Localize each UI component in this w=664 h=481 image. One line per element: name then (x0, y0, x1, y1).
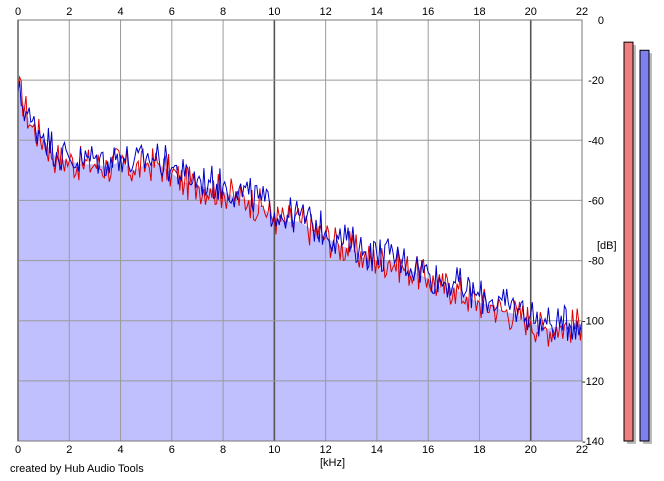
y-axis-label: [dB] (597, 240, 617, 252)
spectrum-fill (18, 86, 582, 441)
x-tick-label-bottom: 2 (66, 444, 72, 456)
x-tick-label-bottom: 18 (473, 444, 485, 456)
x-tick-label-bottom: 22 (576, 444, 588, 456)
level-meters (623, 41, 652, 444)
x-tick-label-bottom: 14 (371, 444, 383, 456)
y-tick-label: -120 (582, 376, 604, 388)
x-tick-label-top: 20 (525, 6, 537, 18)
y-tick-label: -60 (588, 195, 604, 207)
x-tick-label-bottom: 4 (117, 444, 123, 456)
plot-border (17, 19, 583, 442)
y-tick-label: -100 (582, 316, 604, 328)
x-tick-label-bottom: 12 (320, 444, 332, 456)
y-tick-label: -20 (588, 75, 604, 87)
y-tick-label: -40 (588, 135, 604, 147)
x-tick-label-top: 18 (473, 6, 485, 18)
x-tick-label-bottom: 16 (422, 444, 434, 456)
x-tick-label-top: 22 (576, 6, 588, 18)
series-line (17, 80, 583, 341)
y-tick-label: -80 (588, 256, 604, 268)
x-tick-label-bottom: 8 (220, 444, 226, 456)
x-tick-label-top: 0 (15, 6, 21, 18)
level-meter-bar (623, 41, 634, 442)
y-tick-label: 0 (598, 15, 604, 27)
x-axis-label: [kHz] (320, 457, 346, 469)
x-tick-label-bottom: 10 (268, 444, 280, 456)
x-tick-label-top: 2 (66, 6, 72, 18)
x-tick-label-top: 8 (220, 6, 226, 18)
x-tick-label-top: 14 (371, 6, 383, 18)
x-tick-label-bottom: 6 (169, 444, 175, 456)
x-tick-label-bottom: 20 (525, 444, 537, 456)
x-tick-label-top: 4 (117, 6, 123, 18)
level-meter-bar (639, 49, 650, 442)
x-tick-label-top: 6 (169, 6, 175, 18)
plot-area (17, 19, 583, 442)
x-tick-label-top: 16 (422, 6, 434, 18)
credit-text: created by Hub Audio Tools (10, 463, 144, 475)
x-tick-label-top: 10 (268, 6, 280, 18)
x-tick-label-top: 12 (320, 6, 332, 18)
tick-labels: 002244668810101212141416161818202022220-… (15, 6, 604, 456)
y-tick-label: -140 (582, 436, 604, 448)
x-tick-label-bottom: 0 (15, 444, 21, 456)
